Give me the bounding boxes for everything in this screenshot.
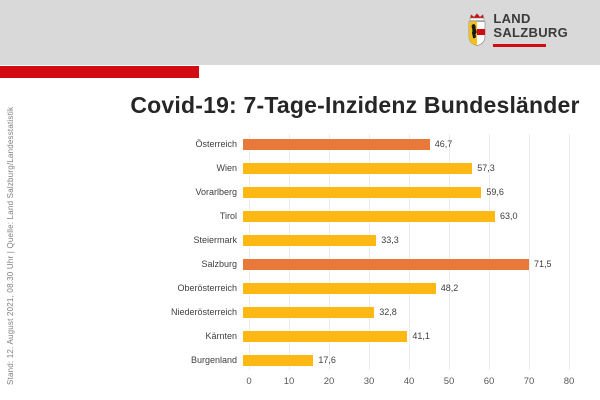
logo-red-underline: [493, 44, 547, 48]
chart-row: Tirol 63,0: [155, 204, 585, 228]
value-label: 17,6: [318, 355, 336, 365]
chart-row: Österreich 46,7: [155, 132, 585, 156]
salzburg-coat-of-arms-icon: [467, 12, 487, 46]
category-label: Kärnten: [205, 331, 237, 341]
chart-rows: Österreich 46,7 Wien 57,3 Vorarlberg 59,6 Tiro…: [155, 132, 585, 372]
chart-row: Oberösterreich 48,2: [155, 276, 585, 300]
source-date-note: Stand: 12. August 2021, 08.30 Uhr | Quel…: [6, 106, 15, 385]
value-label: 32,8: [379, 307, 397, 317]
x-axis: 0 10 20 30 40 50 60 70 80: [246, 376, 574, 390]
value-label: 46,7: [434, 139, 453, 149]
bar-steiermark: [243, 234, 377, 246]
x-tick-label: 30: [363, 376, 375, 387]
category-label: Wien: [216, 163, 237, 173]
x-tick-label: 60: [483, 376, 495, 387]
gridline-10: [289, 134, 290, 370]
gridline-80: [569, 134, 570, 370]
x-tick-label: 70: [523, 376, 535, 387]
value-label: 63,0: [500, 211, 518, 221]
category-label: Burgenland: [190, 355, 237, 365]
chart-gridlines: [249, 134, 570, 370]
gridline-20: [329, 134, 330, 370]
value-label: 59,6: [486, 187, 504, 197]
bar-oberösterreich: [243, 282, 436, 294]
category-label: Tirol: [219, 211, 237, 221]
logo-text-land: LAND: [493, 11, 531, 26]
x-tick-label: 80: [563, 376, 575, 387]
category-label: Österreich: [195, 139, 237, 149]
gridline-60: [489, 134, 490, 370]
value-label: 48,2: [440, 283, 459, 293]
x-tick-label: 10: [283, 376, 295, 387]
land-salzburg-logo: LAND SALZBURG: [467, 11, 568, 48]
logo-text-salzburg: SALZBURG: [493, 25, 568, 41]
red-accent-bar: [0, 66, 199, 78]
value-label: 33,3: [381, 235, 399, 245]
chart-row: Salzburg 71,5: [155, 252, 585, 276]
category-label: Oberösterreich: [177, 283, 237, 293]
x-tick-label: 0: [246, 376, 252, 387]
header-band: [0, 0, 600, 65]
value-label: 41,1: [412, 331, 430, 341]
bar-österreich: [243, 138, 430, 150]
x-tick-label: 50: [443, 376, 455, 387]
bar-vorarlberg: [243, 186, 482, 198]
chart-row: Kärnten 41,1: [155, 324, 585, 348]
chart-row: Burgenland 17,6: [155, 348, 585, 372]
gridline-40: [409, 134, 410, 370]
gridline-70: [529, 134, 530, 370]
category-label: Niederösterreich: [170, 307, 237, 317]
chart-row: Niederösterreich 32,8: [155, 300, 585, 324]
bar-niederösterreich: [243, 306, 375, 318]
bar-burgenland: [243, 354, 314, 366]
category-label: Steiermark: [193, 235, 237, 245]
x-tick-label: 40: [403, 376, 415, 387]
value-label: 57,3: [477, 163, 495, 173]
bar-tirol: [243, 210, 495, 222]
chart-row: Steiermark 33,3: [155, 228, 585, 252]
bar-wien: [243, 162, 473, 174]
chart-row: Wien 57,3: [155, 156, 585, 180]
page-title: Covid-19: 7-Tage-Inzidenz Bundesländer: [130, 92, 580, 118]
chart-row: Vorarlberg 59,6: [155, 180, 585, 204]
gridline-0: [249, 134, 250, 370]
category-label: Salzburg: [201, 259, 237, 269]
value-label: 71,5: [534, 259, 552, 269]
bar-kärnten: [243, 330, 408, 342]
bar-chart: Österreich 46,7 Wien 57,3 Vorarlberg 59,6 Tiro…: [155, 132, 585, 390]
bar-salzburg: [243, 258, 529, 270]
x-tick-label: 20: [323, 376, 335, 387]
gridline-50: [449, 134, 450, 370]
gridline-30: [369, 134, 370, 370]
category-label: Vorarlberg: [195, 187, 237, 197]
